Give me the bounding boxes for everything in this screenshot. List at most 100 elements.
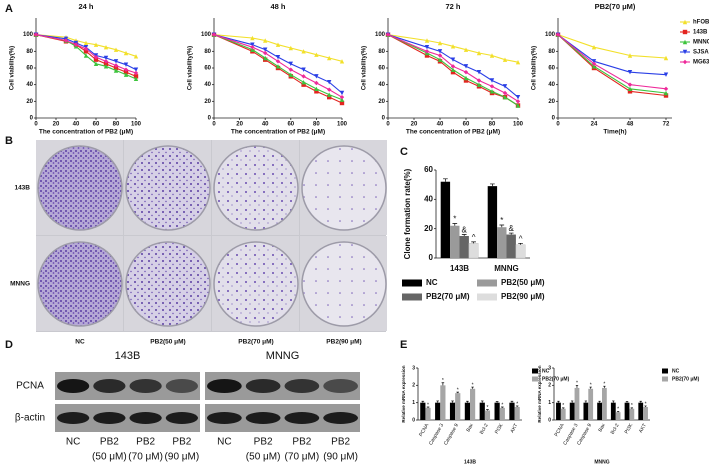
point (627, 82, 633, 87)
error-bar (466, 400, 469, 403)
significance: * (472, 382, 474, 388)
y-tick-label: 0 (548, 417, 551, 423)
point (450, 64, 456, 69)
point (73, 42, 79, 47)
bar (515, 244, 526, 259)
point (476, 50, 482, 56)
error-bar (452, 223, 458, 226)
x-tick-label: 80 (489, 122, 496, 128)
blot-band (284, 412, 320, 424)
lane-label: PB2 (136, 437, 155, 448)
error-bar (515, 405, 519, 407)
point (113, 68, 119, 73)
error-bar (421, 400, 425, 403)
legend-label: MNNG (693, 40, 709, 46)
error-bar (471, 386, 474, 389)
point (476, 78, 482, 83)
point (93, 61, 99, 67)
x-tick-label: 100 (131, 122, 142, 128)
x-axis-label: The concentration of PB2 (μM) (231, 129, 325, 136)
bar (574, 387, 580, 420)
blot-band (323, 412, 358, 424)
x-tick-label: 0 (386, 122, 390, 128)
significance: ^ (519, 234, 523, 243)
point (463, 75, 469, 81)
error-bar (644, 405, 647, 407)
y-tick-label: 1 (548, 400, 551, 406)
error-bar (570, 400, 574, 403)
point (103, 61, 109, 67)
point (133, 76, 139, 82)
bar (440, 385, 446, 420)
point (424, 44, 430, 50)
x-tick-label: 40 (437, 122, 444, 128)
y-tick-label: 20 (204, 99, 211, 105)
significance: * (442, 378, 444, 384)
series-line (557, 34, 667, 90)
legend-swatch (662, 368, 668, 374)
significance: * (631, 403, 633, 409)
point (450, 44, 456, 49)
point (327, 55, 332, 61)
x-tick-label: 24 (591, 122, 598, 128)
bar (597, 402, 602, 420)
legend-label: hFOB (693, 20, 709, 26)
y-axis-label: Cell viability(%) (532, 46, 538, 90)
bar (497, 227, 507, 258)
bar (514, 407, 520, 420)
plate (37, 241, 123, 327)
x-tick-label: AKT (509, 423, 519, 434)
point (263, 50, 268, 56)
error-bar (499, 224, 505, 228)
plate (213, 145, 299, 231)
point (437, 40, 443, 46)
y-axis-label: Cell viability(%) (188, 46, 194, 90)
y-axis-label: Relative mRNA expression (537, 365, 542, 422)
blot-band (93, 412, 126, 424)
significance: * (617, 407, 619, 413)
x-tick-label: Bcl-2 (479, 422, 490, 435)
legend-label: NC (672, 368, 680, 374)
point (327, 87, 332, 92)
point (339, 97, 345, 102)
error-bar (603, 385, 606, 388)
x-tick-label: 60 (463, 122, 470, 128)
significance: * (576, 381, 578, 387)
point (250, 47, 255, 52)
column-label: PB2(70 μM) (238, 339, 273, 346)
legend-swatch (477, 279, 497, 287)
legend-swatch (532, 376, 538, 382)
blot-band (323, 379, 358, 393)
lane-label: (70 μM) (285, 452, 320, 463)
point (123, 67, 129, 72)
lane-label: PB2 (172, 437, 191, 448)
point (515, 99, 521, 104)
point (301, 74, 306, 79)
legend-marker (682, 59, 688, 65)
y-tick-label: 3 (548, 365, 551, 371)
point (103, 44, 109, 50)
bar (556, 402, 561, 420)
error-bar (490, 183, 495, 187)
blot-band (57, 379, 90, 393)
legend-swatch (402, 279, 422, 287)
y-tick-label: 60 (26, 66, 33, 72)
significance: * (486, 405, 488, 411)
x-tick-label: 40 (73, 122, 80, 128)
lane-label: PB2 (292, 437, 311, 448)
y-tick-label: 80 (378, 49, 385, 55)
x-tick-label: PI3K (494, 422, 505, 435)
panel-label: D (5, 339, 13, 351)
legend-marker (682, 19, 688, 25)
y-tick-label: 2 (412, 383, 415, 389)
bar (420, 402, 426, 420)
x-tick-label: 0 (212, 122, 216, 128)
point (133, 54, 139, 59)
x-tick-label: PI3K (624, 422, 635, 435)
point (314, 80, 319, 86)
legend-marker (682, 39, 688, 45)
point (591, 61, 597, 67)
legend-swatch (662, 376, 668, 382)
y-tick-label: 80 (548, 49, 555, 55)
point (103, 55, 109, 61)
